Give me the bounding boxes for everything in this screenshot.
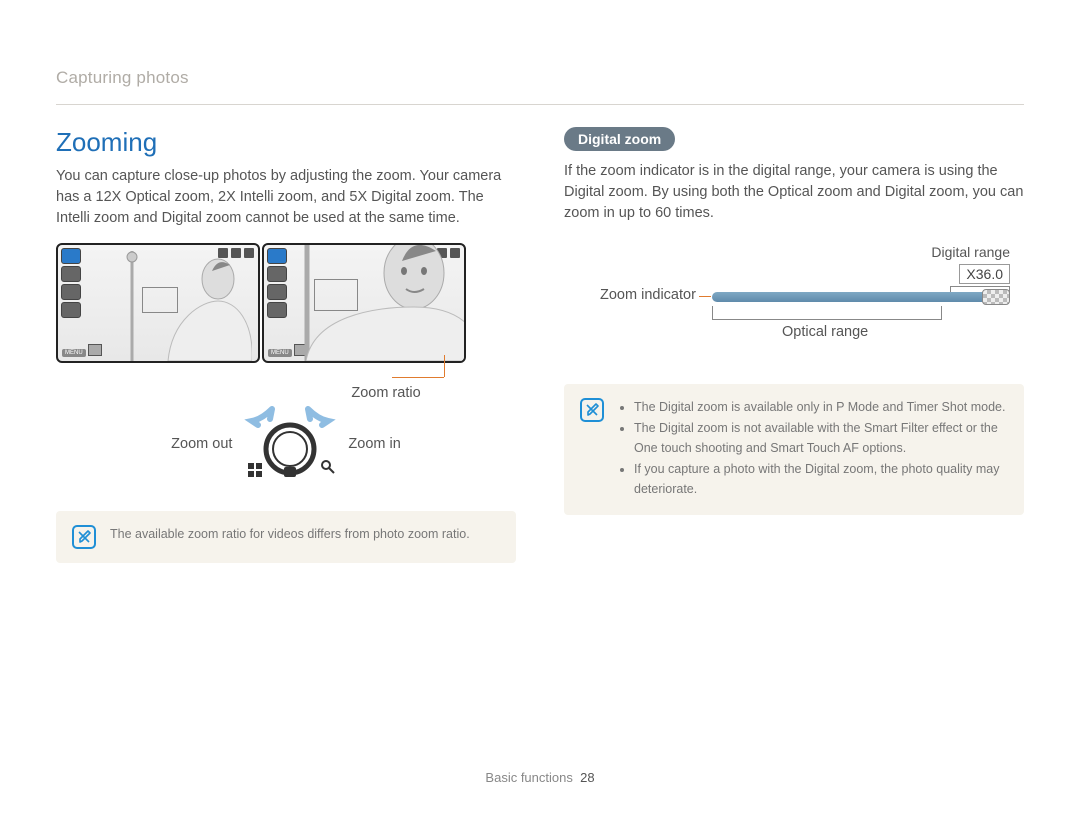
- mode-icon: [61, 248, 81, 264]
- digital-range-label: Digital range: [931, 244, 1010, 260]
- note-icon: [72, 525, 96, 549]
- streetlamp-graphic: [122, 251, 142, 361]
- note-icon: [580, 398, 604, 422]
- overlay-icon: [267, 266, 287, 282]
- bracket-line: [712, 306, 942, 320]
- zoom-in-label: Zoom in: [348, 436, 400, 452]
- optical-range-label: Optical range: [782, 324, 868, 340]
- page-footer: Basic functions 28: [0, 770, 1080, 785]
- person-graphic: [162, 249, 252, 361]
- digital-zoom-text: If the zoom indicator is in the digital …: [564, 161, 1024, 224]
- divider: [56, 104, 1024, 105]
- overlay-icon: [267, 284, 287, 300]
- overlay-icon: [61, 266, 81, 282]
- person-graphic: [306, 243, 466, 361]
- footer-page-number: 28: [580, 770, 594, 785]
- note-box: The Digital zoom is available only in P …: [564, 384, 1024, 515]
- note-list: The Digital zoom is available only in P …: [618, 398, 1008, 501]
- overlay-icon: [61, 302, 81, 318]
- zoom-knob: [982, 289, 1010, 305]
- note-item: The Digital zoom is available only in P …: [634, 398, 1008, 417]
- intro-text: You can capture close-up photos by adjus…: [56, 166, 516, 229]
- overlay-icon: [61, 284, 81, 300]
- zoom-ratio-label: Zoom ratio: [256, 385, 516, 401]
- camera-screen-zoom-in: MENU X36.0: [262, 243, 466, 363]
- note-item: If you capture a photo with the Digital …: [634, 460, 1008, 499]
- zoom-ring-diagram: Zoom out Zoom in: [56, 405, 516, 483]
- breadcrumb: Capturing photos: [56, 68, 1024, 88]
- mode-icon: [267, 248, 287, 264]
- zoom-ring-icon: [242, 405, 338, 483]
- page-title: Zooming: [56, 127, 516, 158]
- note-text: The available zoom ratio for videos diff…: [110, 525, 470, 544]
- thumbnail-icon: [88, 344, 102, 356]
- note-box: The available zoom ratio for videos diff…: [56, 511, 516, 563]
- zoom-indicator-diagram: Digital range X36.0 Zoom indicator Optic…: [564, 244, 1024, 364]
- camera-screen-zoom-out: MENU: [56, 243, 260, 363]
- footer-section: Basic functions: [485, 770, 572, 785]
- section-pill: Digital zoom: [564, 127, 675, 151]
- zoom-indicator-label: Zoom indicator: [600, 287, 696, 303]
- menu-button: MENU: [62, 349, 86, 357]
- menu-button: MENU: [268, 349, 292, 357]
- zoom-value-box: X36.0: [959, 264, 1010, 284]
- callout-line: [444, 355, 445, 377]
- note-item: The Digital zoom is not available with t…: [634, 419, 1008, 458]
- zoom-out-label: Zoom out: [171, 436, 232, 452]
- camera-screenshots: MENU: [56, 243, 516, 363]
- callout-line: [699, 296, 711, 297]
- overlay-icon: [267, 302, 287, 318]
- zoom-bar: [712, 292, 1008, 302]
- callout-line: [392, 377, 444, 378]
